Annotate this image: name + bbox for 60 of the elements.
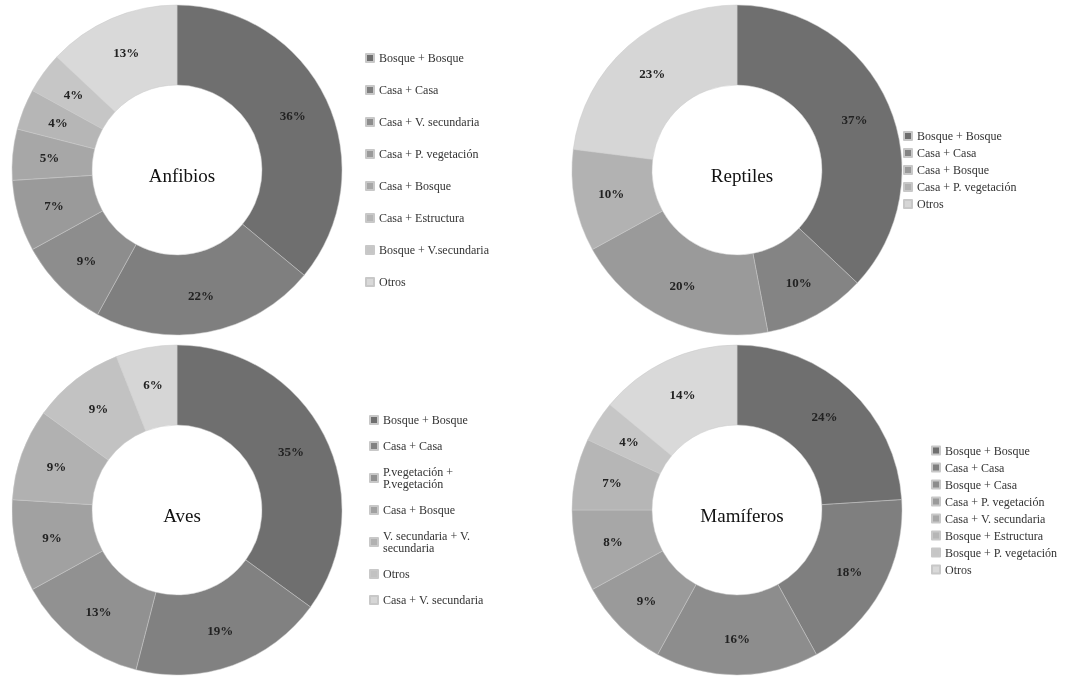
data-label: 14% — [669, 386, 696, 402]
text: Mamíferos — [700, 504, 784, 526]
data-label: 13% — [113, 45, 140, 61]
legend-label: Casa + V. secundaria — [379, 115, 480, 129]
data-label: 9% — [46, 459, 67, 475]
data-label: 13% — [85, 603, 112, 619]
legend-label: Bosque + V.secundaria — [379, 243, 490, 257]
data-label: 36% — [279, 108, 306, 123]
data-label: 16% — [724, 630, 750, 646]
legend-label: Bosque + Estructura — [945, 528, 1044, 543]
data-label: 23% — [639, 66, 666, 82]
legend-label: Bosque + Casa — [945, 477, 1018, 492]
data-label: 5% — [39, 150, 60, 166]
legend-label: Casa + P. vegetación — [917, 180, 1017, 194]
data-label: 18% — [836, 564, 863, 580]
legend-label: Casa + Bosque — [917, 163, 990, 177]
data-label: 4% — [63, 87, 84, 103]
data-label: 22% — [187, 288, 214, 304]
legend-label: Casa + Estructura — [379, 211, 466, 225]
legend-label: Otros — [917, 197, 944, 211]
legend-label: Bosque + Bosque — [379, 51, 464, 65]
legend-label: Casa + Casa — [917, 146, 978, 160]
data-label: 4% — [48, 115, 68, 131]
data-label: 19% — [207, 622, 234, 638]
data-label: 10% — [785, 274, 812, 290]
text: Anfibios — [148, 164, 216, 186]
legend-label: Casa + V. secundaria — [945, 511, 1046, 526]
legend-label: Casa + V. secundaria — [383, 593, 484, 607]
data-label: 7% — [44, 198, 64, 214]
data-label: 9% — [42, 530, 62, 546]
data-label: 35% — [278, 444, 305, 460]
data-label: 9% — [636, 593, 657, 609]
legend-label: Casa + P. vegetación — [945, 494, 1045, 509]
data-label: 8% — [603, 534, 623, 550]
legend-label: Casa + Casa — [379, 83, 440, 97]
legend-label: Otros — [379, 275, 406, 289]
text: Reptiles — [710, 164, 774, 186]
legend-label: Casa + Casa — [945, 460, 1006, 475]
legend-label: Casa + Casa — [383, 439, 444, 453]
text: Aves — [163, 504, 201, 526]
legend-label: Bosque + Bosque — [945, 443, 1030, 458]
data-label: 4% — [619, 433, 639, 449]
data-label: 9% — [76, 253, 97, 269]
legend-label: Bosque + Bosque — [383, 413, 468, 427]
legend-label: Otros — [383, 567, 410, 581]
legend-label: Bosque + P. vegetación — [945, 545, 1058, 560]
legend-label: Casa + Bosque — [379, 179, 452, 193]
data-label: 10% — [598, 186, 625, 202]
data-label: 7% — [602, 474, 622, 490]
data-label: 24% — [811, 409, 838, 425]
legend-label: Otros — [945, 562, 972, 577]
data-label: 37% — [841, 111, 868, 127]
legend-label: V. secundaria + V. secundaria — [383, 529, 474, 555]
data-label: 20% — [669, 278, 696, 294]
legend-label: Casa + Bosque — [383, 503, 456, 517]
data-label: 9% — [88, 401, 109, 417]
legend-label: Casa + P. vegetación — [379, 147, 479, 161]
legend-label: P.vegetación + P.vegetación — [383, 465, 457, 491]
legend-label: Bosque + Bosque — [917, 129, 1002, 143]
data-label: 6% — [143, 376, 163, 392]
